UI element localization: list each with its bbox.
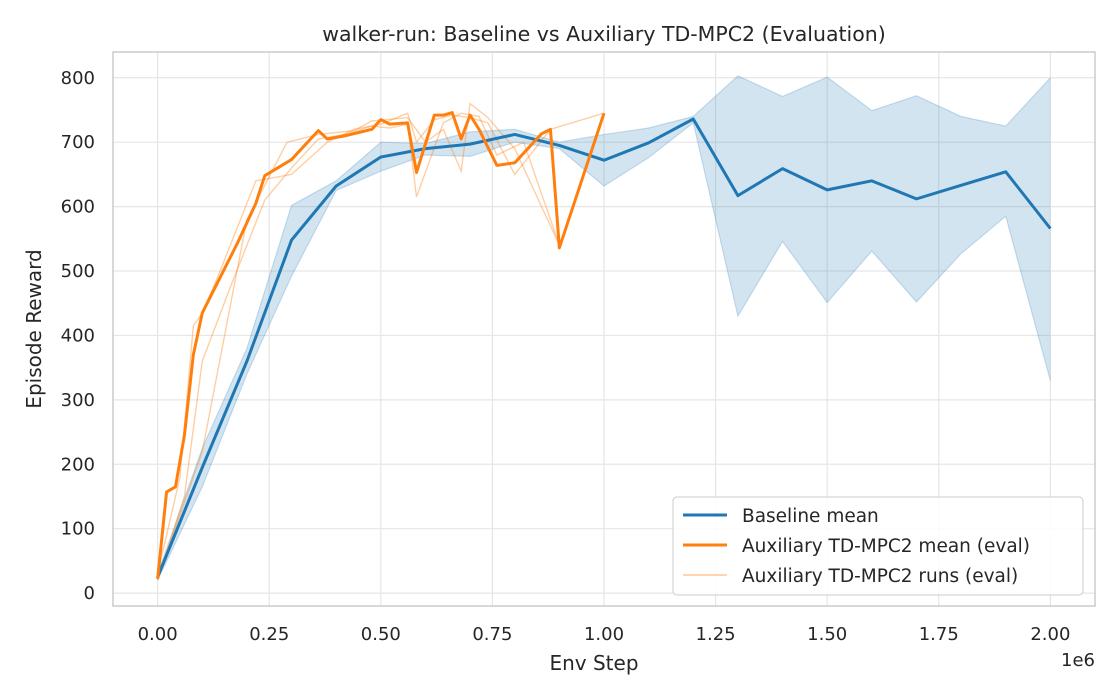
y-tick-label: 700: [61, 132, 95, 153]
plot-frame: [112, 51, 1096, 607]
auxiliary-mean-line: [156, 111, 606, 580]
x-tick-label: 1.00: [584, 624, 624, 645]
x-axis-label: Env Step: [549, 651, 638, 675]
baseline-band-upper-edge: [157, 75, 1051, 574]
y-axis-label: Episode Reward: [22, 249, 46, 408]
x-tick-label: 0.50: [361, 624, 401, 645]
x-tick-label: 1.25: [696, 624, 736, 645]
x-axis-scale-label: 1e6: [1061, 650, 1095, 671]
baseline-band-lower-edge: [157, 121, 1051, 581]
y-tick-label: 200: [61, 454, 95, 475]
x-tick-labels: 0.00 0.25 0.50 0.75 1.00 1.25 1.50 1.75 2.00: [138, 624, 1071, 645]
y-tick-label: 400: [61, 325, 95, 346]
x-tick-label: 0.00: [138, 624, 178, 645]
legend: Baseline mean Auxiliary TD-MPC2 mean (ev…: [672, 496, 1084, 596]
x-tick-label: 0.25: [249, 624, 289, 645]
legend-label-baseline-mean: Baseline mean: [742, 506, 879, 527]
y-tick-label: 500: [61, 261, 95, 282]
x-tick-label: 2.00: [1030, 624, 1070, 645]
y-tick-label: 800: [61, 68, 95, 89]
baseline-mean-line: [156, 117, 1052, 578]
legend-label-auxiliary-runs: Auxiliary TD-MPC2 runs (eval): [742, 566, 1018, 587]
x-tick-label: 1.50: [807, 624, 847, 645]
chart-title: walker-run: Baseline vs Auxiliary TD-MPC…: [322, 22, 886, 46]
mean-lines-layer: [156, 111, 1052, 580]
y-tick-labels: 0 100 200 300 400 500 600 700 800: [61, 68, 95, 604]
confidence-band-layer: [157, 75, 1051, 581]
y-tick-label: 0: [84, 583, 95, 604]
y-tick-label: 300: [61, 390, 95, 411]
baseline-confidence-band: [157, 75, 1051, 581]
legend-label-auxiliary-mean: Auxiliary TD-MPC2 mean (eval): [742, 536, 1030, 557]
x-tick-label: 1.75: [919, 624, 959, 645]
legend-box: [672, 496, 1084, 596]
y-tick-label: 600: [61, 197, 95, 218]
auxiliary-run-line-2: [156, 112, 561, 581]
y-tick-label: 100: [61, 519, 95, 540]
x-tick-label: 0.75: [472, 624, 512, 645]
